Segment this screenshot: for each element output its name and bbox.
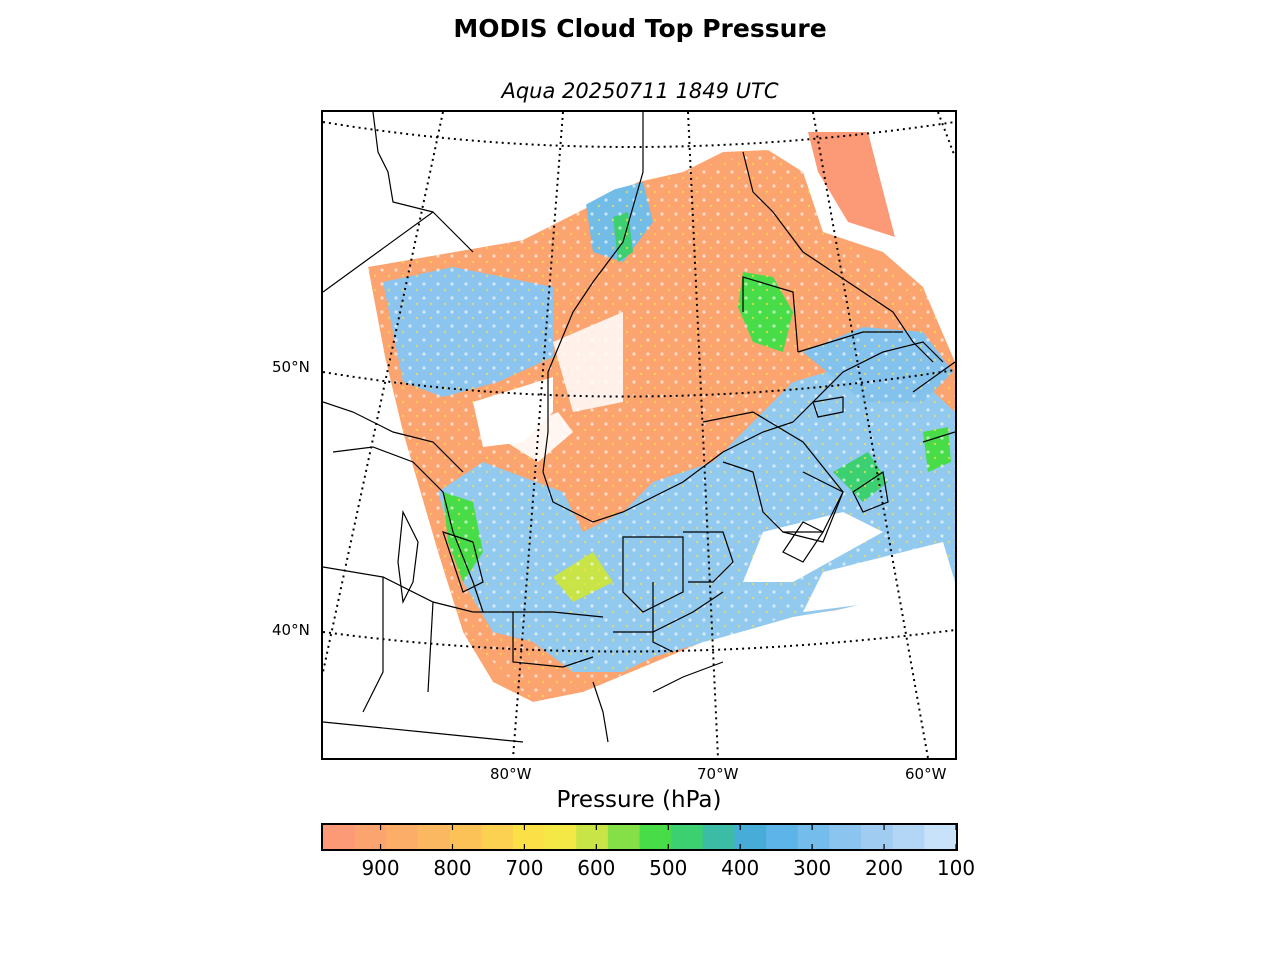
clear-sky-regions [323, 112, 955, 758]
colorbar-segment [829, 825, 862, 849]
lon-label-70w: 70°W [697, 765, 739, 783]
colorbar-segment [354, 825, 387, 849]
colorbar-tick-label: 500 [649, 856, 688, 880]
colorbar-segment [766, 825, 799, 849]
colorbar-segment [892, 825, 925, 849]
colorbar-segment [449, 825, 482, 849]
figure-subtitle: Aqua 20250711 1849 UTC [501, 79, 779, 103]
colorbar-tick-label: 200 [864, 856, 904, 880]
lat-label-40n: 40°N [272, 621, 310, 639]
colorbar-tick-label: 400 [721, 856, 760, 880]
colorbar-segment [861, 825, 894, 849]
colorbar-segment [702, 825, 736, 849]
colorbar-segment [576, 825, 609, 849]
colorbar-segment [323, 825, 356, 849]
colorbar-tick-label: 300 [793, 856, 832, 880]
map-panel [321, 110, 957, 760]
colorbar-tick-label: 800 [433, 856, 472, 880]
colorbar-segment [607, 825, 641, 849]
colorbar-tick-label: 700 [505, 856, 544, 880]
colorbar-segment [639, 825, 672, 849]
colorbar-segment [671, 825, 704, 849]
colorbar-segment [797, 825, 830, 849]
colorbar [321, 823, 958, 851]
colorbar-segment [481, 825, 514, 849]
lon-label-80w: 80°W [490, 765, 532, 783]
colorbar-tick-label: 100 [936, 856, 976, 880]
graticule [323, 112, 955, 758]
colorbar-title: Pressure (hPa) [556, 787, 722, 813]
colorbar-segment [734, 825, 767, 849]
colorbar-tick-label: 900 [361, 856, 400, 880]
coastlines-borders [323, 112, 955, 743]
colorbar-segment [386, 825, 419, 849]
colorbar-tick-label: 600 [577, 856, 616, 880]
lat-label-50n: 50°N [272, 358, 310, 376]
colorbar-segment [924, 825, 956, 849]
colorbar-segment [512, 825, 546, 849]
colorbar-segment [544, 825, 577, 849]
colorbar-segment [417, 825, 451, 849]
figure-title: MODIS Cloud Top Pressure [453, 14, 827, 43]
lon-label-60w: 60°W [905, 765, 947, 783]
